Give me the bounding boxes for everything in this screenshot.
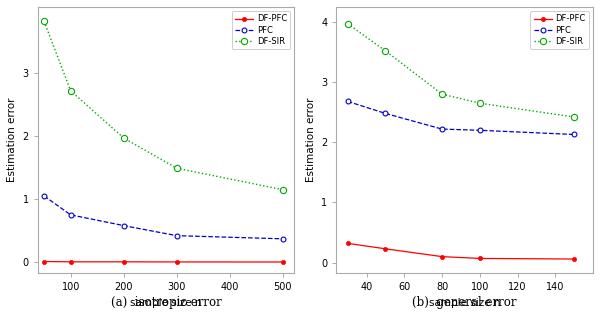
Y-axis label: Estimation error: Estimation error [305,98,316,182]
PFC [173,234,181,238]
DF-SIR [344,22,352,26]
Line: DF-SIR: DF-SIR [344,21,577,120]
PFC [41,194,48,198]
X-axis label: sample size n: sample size n [130,298,202,308]
DF-PFC [279,260,286,264]
PFC [67,213,74,217]
Text: (a)  isotropic error: (a) isotropic error [111,295,221,308]
Line: PFC: PFC [42,193,285,241]
DF-PFC [67,260,74,264]
Line: DF-SIR: DF-SIR [41,18,286,193]
DF-PFC [120,260,127,264]
DF-PFC [344,242,352,245]
PFC [344,100,352,103]
DF-PFC [571,257,578,261]
DF-SIR [120,136,127,140]
DF-SIR [571,115,578,119]
PFC [279,237,286,241]
PFC [382,112,389,115]
DF-PFC [173,260,181,264]
DF-SIR [41,20,48,23]
DF-SIR [439,92,446,96]
DF-SIR [279,188,286,192]
DF-SIR [476,101,484,105]
DF-PFC [476,256,484,260]
DF-PFC [41,260,48,263]
DF-SIR [67,89,74,93]
Text: (b)  general error: (b) general error [412,295,517,308]
DF-PFC [382,247,389,251]
Y-axis label: Estimation error: Estimation error [7,98,17,182]
X-axis label: sample size n: sample size n [429,298,500,308]
Legend: DF-PFC, PFC, DF-SIR: DF-PFC, PFC, DF-SIR [232,11,290,49]
PFC [439,127,446,131]
PFC [571,133,578,136]
Line: DF-PFC: DF-PFC [42,260,285,264]
Line: DF-PFC: DF-PFC [346,241,576,261]
Line: PFC: PFC [345,99,577,137]
Legend: DF-PFC, PFC, DF-SIR: DF-PFC, PFC, DF-SIR [530,11,589,49]
PFC [120,224,127,227]
DF-SIR [173,166,181,170]
DF-PFC [439,255,446,259]
PFC [476,129,484,132]
DF-SIR [382,49,389,53]
